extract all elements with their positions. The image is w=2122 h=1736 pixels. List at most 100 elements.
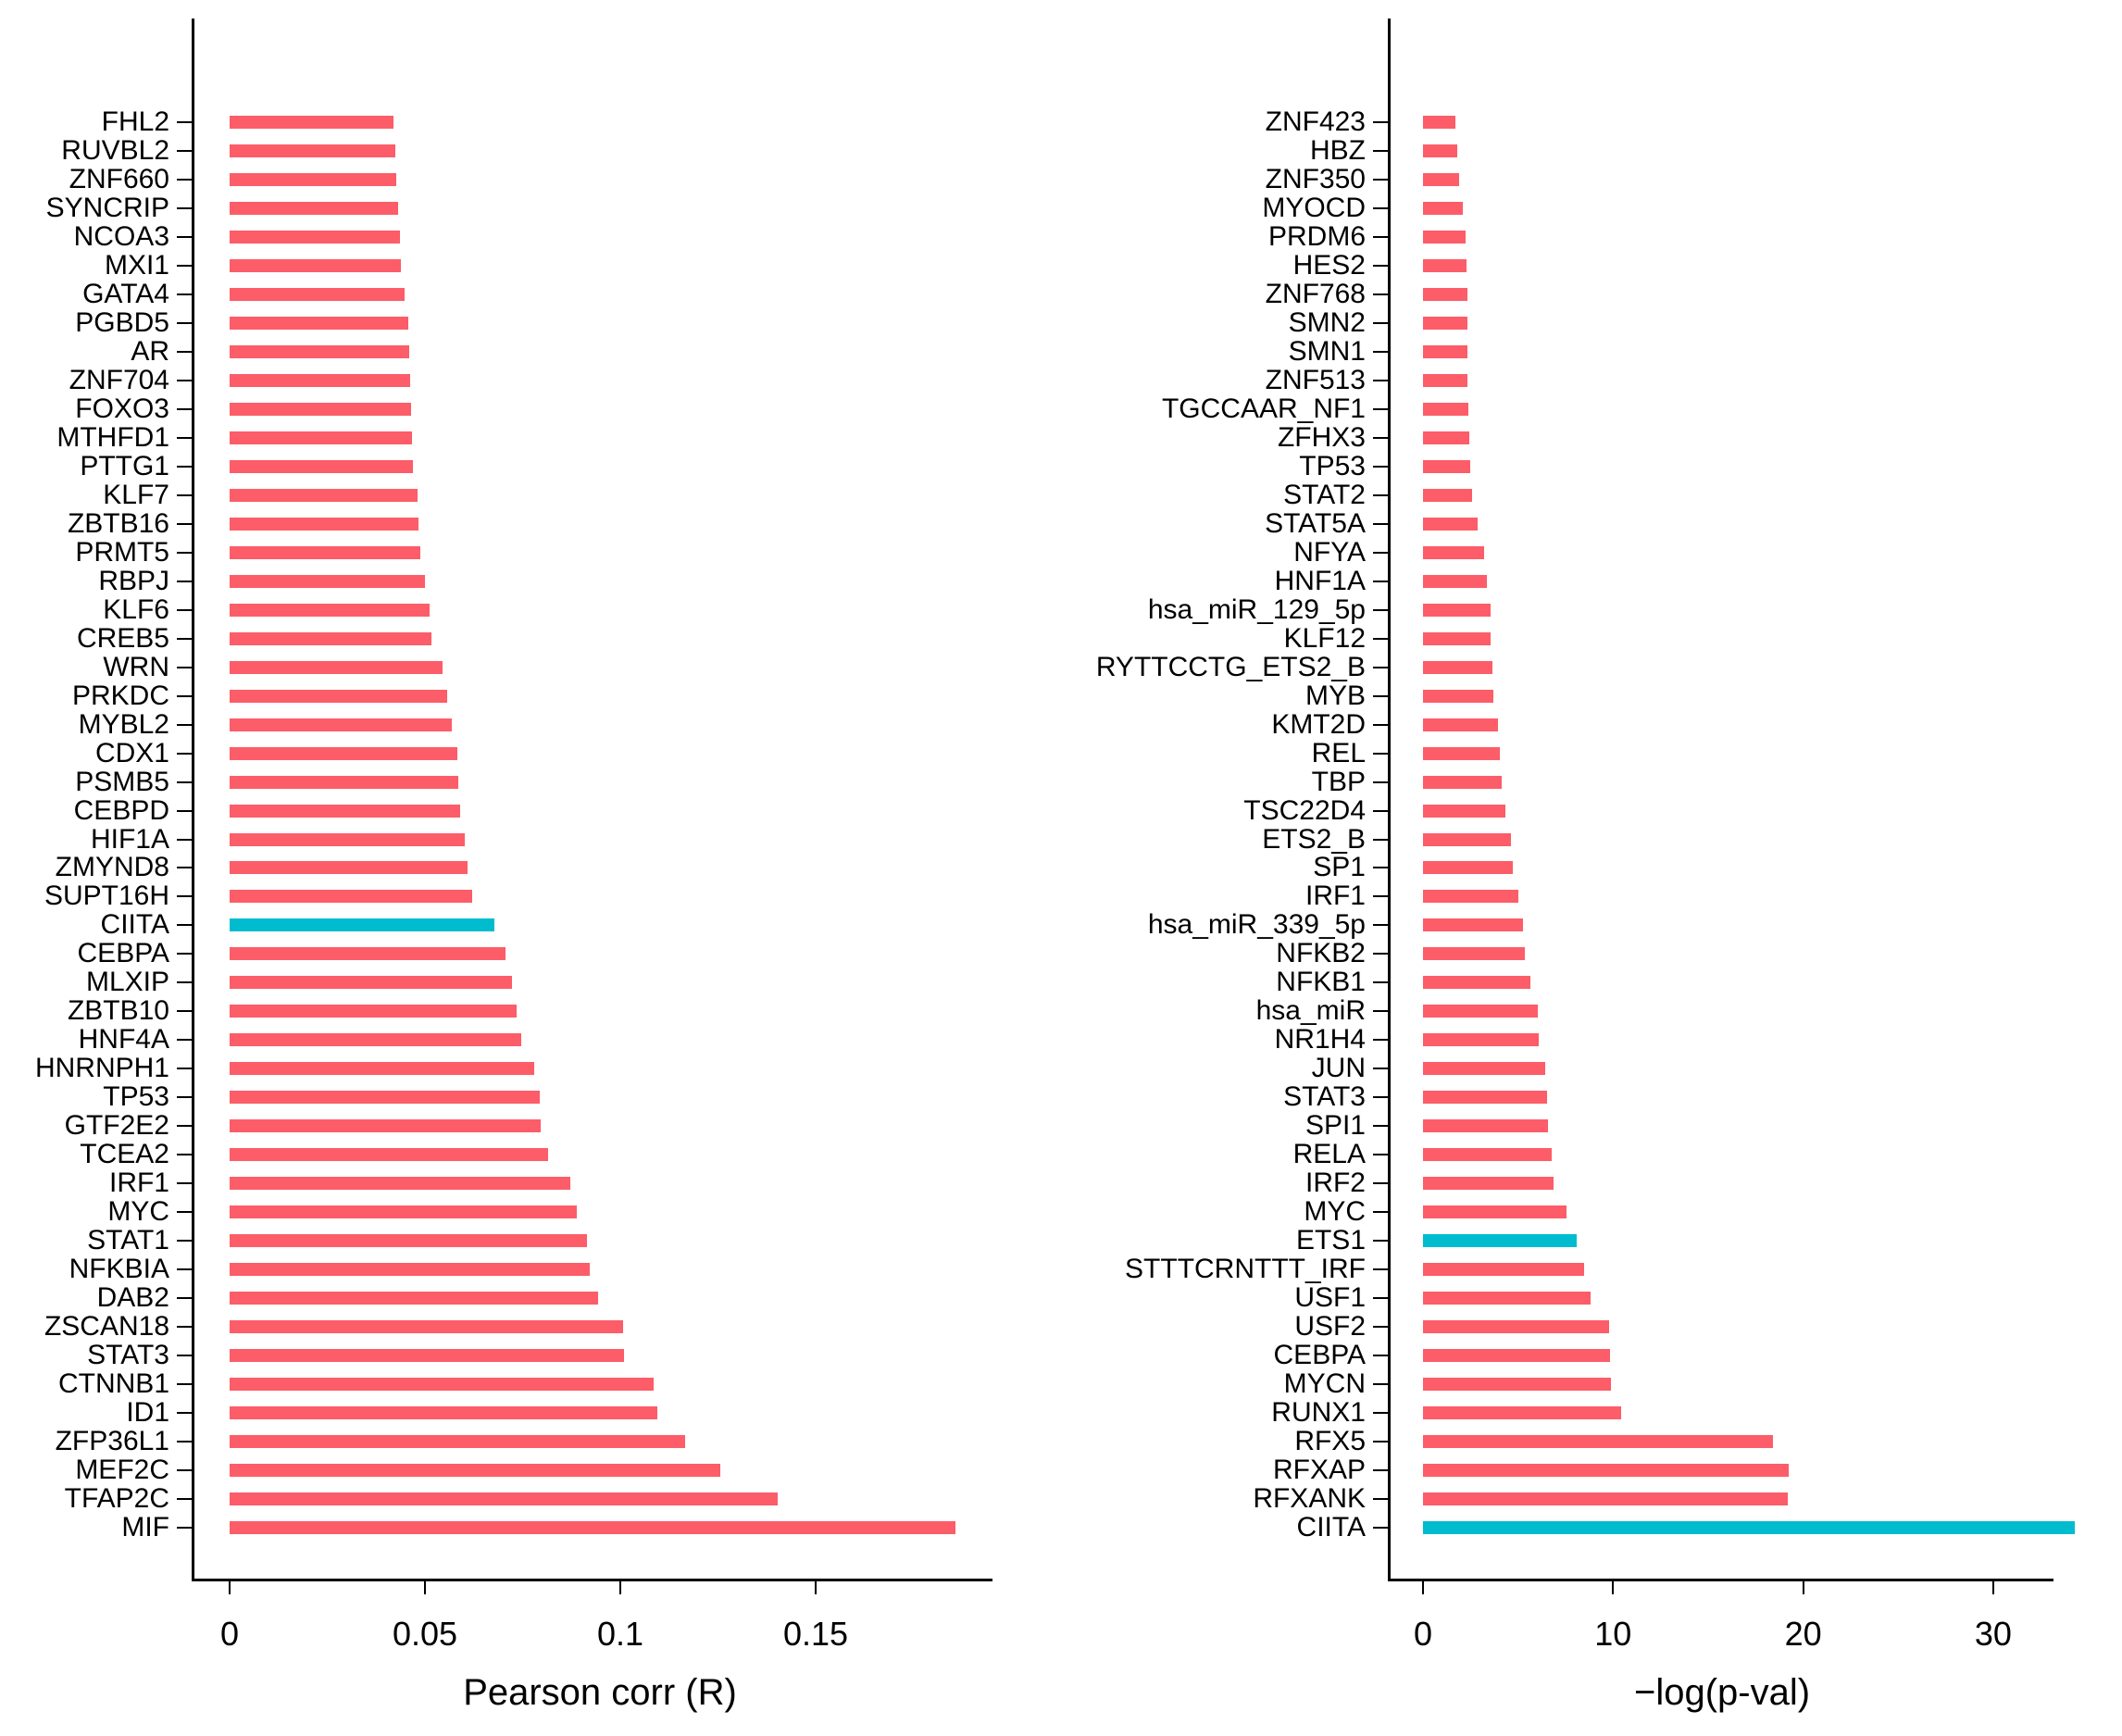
y-axis-tick [177,178,193,181]
bar-GTF2E2 [230,1119,542,1133]
row-label-RFXANK: RFXANK [1253,1483,1366,1515]
row-label-KLF7: KLF7 [103,479,169,510]
bar-RUVBL2 [230,144,395,157]
y-axis-tick [177,1355,193,1357]
y-axis-tick [177,407,193,410]
row-label-ETS2_B: ETS2_B [1262,823,1366,855]
row-label-ZNF768: ZNF768 [1265,278,1366,309]
row-label-TBP: TBP [1311,766,1366,797]
bar-PRKDC [230,689,448,703]
x-axis-tick [1422,1581,1424,1594]
row-label-MYB: MYB [1304,680,1366,711]
bar-CEBPA [230,947,506,961]
bar-TP53 [1423,459,1471,473]
bar-RBPJ [230,574,426,588]
x-axis-tick [424,1581,426,1594]
y-axis-tick [177,580,193,582]
row-label-PGBD5: PGBD5 [75,306,169,338]
bar-ETS1 [1423,1234,1577,1248]
row-label-PRDM6: PRDM6 [1267,220,1366,252]
bar-SUPT16H [230,890,473,904]
row-label-MYBL2: MYBL2 [78,708,169,740]
y-axis-spine [192,19,194,1579]
x-axis-tick [1802,1581,1804,1594]
y-axis-tick [177,953,193,955]
y-axis-tick [1373,981,1390,984]
bar-KMT2D [1423,718,1499,731]
row-label-FOXO3: FOXO3 [75,393,169,424]
bar-hsa_miR_129_5p [1423,603,1492,617]
row-label-GTF2E2: GTF2E2 [64,1110,169,1142]
y-axis-tick [177,1498,193,1501]
row-label-SPI1: SPI1 [1304,1110,1366,1142]
bar-DAB2 [230,1292,598,1305]
y-axis-tick [177,379,193,381]
bar-IRF1 [1423,890,1518,904]
row-label-RBPJ: RBPJ [98,565,169,596]
y-axis-tick [1373,1268,1390,1271]
bar-hsa_miR_339_5p [1423,918,1523,932]
bar-HNRNPH1 [230,1062,535,1076]
bar-HNF4A [230,1033,521,1047]
x-tick-label: 30 [1974,1615,2012,1653]
y-axis-tick [177,838,193,841]
row-label-ZNF660: ZNF660 [69,163,169,194]
row-label-HNF1A: HNF1A [1274,565,1366,596]
x-axis-line [192,1579,992,1581]
x-tick-label: 0 [1413,1615,1433,1653]
y-axis-tick [177,493,193,496]
row-label-ZNF704: ZNF704 [69,364,169,395]
row-label-HIF1A: HIF1A [90,823,169,855]
y-axis-tick [177,1441,193,1443]
bar-MYOCD [1423,201,1463,215]
bar-KLF12 [1423,631,1492,645]
y-axis-tick [1373,694,1390,697]
y-axis-tick [1373,1412,1390,1415]
y-axis-tick [177,637,193,640]
row-label-MTHFD1: MTHFD1 [56,421,169,453]
bar-KLF7 [230,488,418,502]
row-label-TGCCAAR_NF1: TGCCAAR_NF1 [1161,393,1366,424]
row-label-NFKBIA: NFKBIA [69,1254,169,1285]
y-axis-tick [1373,1498,1390,1501]
y-axis-tick [1373,1154,1390,1156]
y-axis-tick [177,293,193,295]
bar-KLF6 [230,603,431,617]
row-label-CIITA: CIITA [1296,1512,1366,1543]
bar-MYB [1423,689,1493,703]
bar-CTNNB1 [230,1378,654,1392]
bar-SYNCRIP [230,201,399,215]
row-label-KLF12: KLF12 [1283,622,1366,654]
y-axis-tick [1373,895,1390,898]
bar-USF1 [1423,1292,1592,1305]
bar-STAT2 [1423,488,1473,502]
y-axis-tick [177,149,193,152]
x-tick-label: 0 [219,1615,240,1653]
y-axis-tick [1373,379,1390,381]
y-axis-tick [177,1240,193,1243]
row-label-HBZ: HBZ [1310,134,1366,166]
x-tick-label: 20 [1784,1615,1822,1653]
row-label-ZSCAN18: ZSCAN18 [44,1311,169,1343]
y-axis-tick [1373,178,1390,181]
y-axis-tick [1373,1039,1390,1042]
bar-SPI1 [1423,1119,1549,1133]
row-label-USF2: USF2 [1294,1311,1366,1343]
bar-NFKBIA [230,1263,591,1277]
bar-JUN [1423,1062,1545,1076]
bar-PSMB5 [230,775,459,789]
bar-TBP [1423,775,1503,789]
y-axis-tick [177,723,193,726]
y-axis-tick [1373,436,1390,439]
bar-MYC [230,1205,577,1219]
bar-NFKB2 [1423,947,1525,961]
row-label-NFYA: NFYA [1293,536,1366,568]
y-axis-tick [177,522,193,525]
y-axis-tick [1373,1527,1390,1530]
y-axis-tick [1373,1010,1390,1013]
row-label-CEBPA: CEBPA [77,938,169,969]
row-label-SP1: SP1 [1313,852,1366,883]
row-label-KMT2D: KMT2D [1271,708,1366,740]
bar-CEBPA [1423,1349,1610,1363]
bar-MYCN [1423,1378,1612,1392]
